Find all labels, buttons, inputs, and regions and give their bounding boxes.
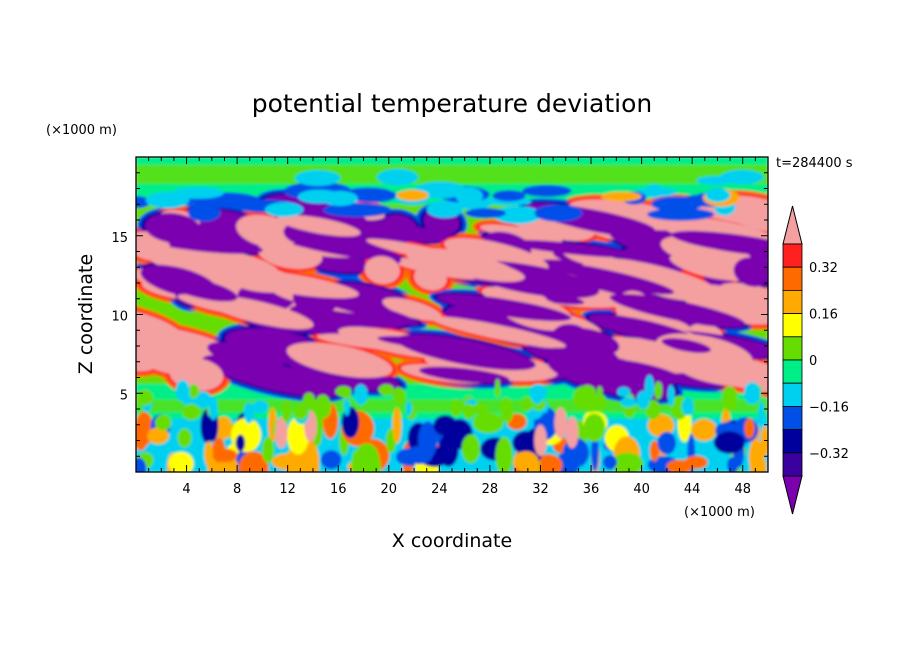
x-tick-label: 8: [233, 482, 241, 497]
colorbar-tick-label: 0: [809, 354, 817, 369]
colorbar-tick-label: 0.32: [809, 261, 838, 276]
x-tick-label: 4: [182, 482, 190, 497]
y-tick-label: 10: [111, 310, 128, 325]
colorbar-segment: [782, 429, 803, 454]
x-axis: 4 8 12 16 20 24 28 32 36 40 44 48: [148, 157, 756, 497]
x-tick-label: 40: [633, 482, 650, 497]
colorbar-max-extension: [782, 205, 803, 245]
x-tick-label: 12: [279, 482, 296, 497]
x-unit-label: (×1000 m): [684, 505, 755, 520]
colorbar-segment: [782, 243, 803, 268]
time-label: t=284400 s: [776, 156, 853, 171]
colorbar-segment: [782, 405, 803, 430]
x-tick-label: 48: [734, 482, 751, 497]
colorbar-tick-label: −0.16: [809, 400, 849, 415]
y-axis: 5 10 15: [111, 172, 768, 457]
x-axis-label: X coordinate: [392, 530, 512, 552]
colorbar-tick-label: −0.32: [809, 447, 849, 462]
y-tick-label: 5: [120, 388, 128, 403]
chart-title: potential temperature deviation: [252, 89, 652, 118]
colorbar-segment: [782, 266, 803, 291]
x-tick-label: 16: [330, 482, 347, 497]
colorbar-segment: [782, 452, 803, 477]
colorbar-min-extension: [782, 475, 803, 515]
colorbar-segment: [782, 359, 803, 384]
x-tick-label: 36: [583, 482, 600, 497]
colorbar-segment: [782, 382, 803, 407]
colorbar-segment: [782, 313, 803, 338]
y-unit-label: (×1000 m): [46, 123, 117, 138]
x-tick-label: 28: [482, 482, 499, 497]
heatmap-field: [136, 157, 768, 472]
y-tick-label: 15: [111, 231, 128, 246]
x-tick-label: 20: [381, 482, 398, 497]
y-axis-label: Z coordinate: [75, 254, 97, 374]
x-tick-label: 44: [684, 482, 701, 497]
colorbar-segment: [782, 289, 803, 314]
x-tick-label: 24: [431, 482, 448, 497]
colorbar: 0.32 0.16 0 −0.16 −0.32: [782, 205, 849, 515]
x-tick-label: 32: [532, 482, 549, 497]
colorbar-tick-label: 0.16: [809, 308, 838, 323]
colorbar-segment: [782, 336, 803, 361]
